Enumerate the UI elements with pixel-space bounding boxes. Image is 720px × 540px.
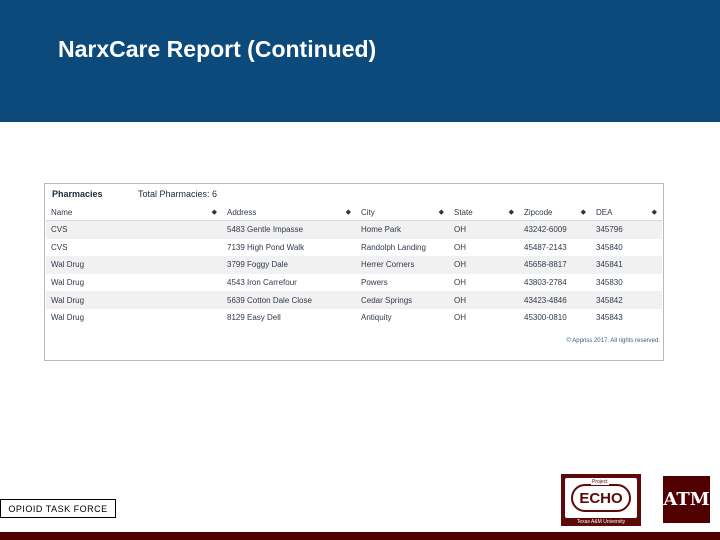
table-header-row: Name ◆ Address ◆ City ◆ State ◆ Zipcode ◆ DEA… — [46, 204, 662, 221]
column-header-state[interactable]: State ◆ — [449, 204, 519, 221]
echo-logo-background: ECHO Project — [565, 478, 637, 518]
cell-dea: 345840 — [591, 238, 662, 257]
echo-project-label: Project — [591, 479, 609, 485]
table-row: CVS 7139 High Pond Walk Randolph Landing… — [46, 238, 662, 257]
pharmacies-panel-header: Pharmacies Total Pharmacies: 6 — [46, 186, 663, 204]
cell-zipcode: 45300-0810 — [519, 308, 591, 327]
texas-am-logo: ATM — [663, 476, 710, 523]
atm-logo-text: ATM — [663, 489, 710, 510]
slide-title: NarxCare Report (Continued) — [58, 36, 377, 62]
cell-state: OH — [449, 238, 519, 257]
echo-logo-text: ECHO — [579, 489, 623, 507]
column-header-zipcode[interactable]: Zipcode ◆ — [519, 204, 591, 221]
cell-city: Cedar Springs — [356, 291, 449, 309]
column-header-dea[interactable]: DEA ◆ — [591, 204, 662, 221]
cell-zipcode: 43803-2784 — [519, 273, 591, 292]
column-header-city[interactable]: City ◆ — [356, 204, 449, 221]
cell-zipcode: 43242-6009 — [519, 220, 591, 239]
cell-dea: 345843 — [591, 308, 662, 327]
cell-city: Antiquity — [356, 308, 449, 327]
column-header-name[interactable]: Name ◆ — [46, 204, 222, 221]
cell-address: 8129 Easy Dell — [222, 308, 356, 327]
pharmacies-heading: Pharmacies — [52, 189, 103, 199]
cell-address: 5639 Cotton Dale Close — [222, 291, 356, 309]
cell-zipcode: 45487-2143 — [519, 238, 591, 257]
sort-icon[interactable]: ◆ — [580, 209, 586, 216]
echo-logo-oval: ECHO — [571, 484, 631, 512]
cell-name: CVS — [46, 220, 222, 239]
sort-icon[interactable]: ◆ — [508, 209, 514, 216]
cell-zipcode: 45658-8817 — [519, 256, 591, 274]
project-echo-logo: ECHO Project Texas A&M University — [561, 474, 641, 526]
table-row: Wal Drug 3799 Foggy Dale Herrer Corners … — [46, 256, 662, 274]
cell-state: OH — [449, 273, 519, 292]
cell-state: OH — [449, 308, 519, 327]
cell-dea: 345830 — [591, 273, 662, 292]
sort-icon[interactable]: ◆ — [438, 209, 444, 216]
pharmacies-panel: Pharmacies Total Pharmacies: 6 Name ◆ Add… — [44, 183, 664, 361]
copyright-notice: © Appriss 2017. All rights reserved. — [566, 338, 660, 344]
cell-state: OH — [449, 291, 519, 309]
cell-dea: 345796 — [591, 220, 662, 239]
cell-name: Wal Drug — [46, 273, 222, 292]
cell-address: 3799 Foggy Dale — [222, 256, 356, 274]
cell-city: Powers — [356, 273, 449, 292]
cell-address: 5483 Gentle Impasse — [222, 220, 356, 239]
table-row: Wal Drug 4543 Iron Carrefour Powers OH 4… — [46, 273, 662, 292]
cell-name: Wal Drug — [46, 256, 222, 274]
opioid-task-force-label: OPIOID TASK FORCE — [0, 499, 116, 518]
cell-dea: 345842 — [591, 291, 662, 309]
pharmacies-table: Name ◆ Address ◆ City ◆ State ◆ Zipcode ◆ DEA… — [46, 204, 662, 327]
echo-university-label: Texas A&M University — [576, 519, 626, 525]
cell-state: OH — [449, 220, 519, 239]
sort-icon[interactable]: ◆ — [211, 209, 217, 216]
cell-address: 7139 High Pond Walk — [222, 238, 356, 257]
total-pharmacies-label: Total Pharmacies: 6 — [138, 189, 218, 199]
footer-bar — [0, 532, 720, 540]
table-row: CVS 5483 Gentle Impasse Home Park OH 432… — [46, 220, 662, 239]
column-header-address[interactable]: Address ◆ — [222, 204, 356, 221]
cell-state: OH — [449, 256, 519, 274]
cell-name: CVS — [46, 238, 222, 257]
cell-name: Wal Drug — [46, 308, 222, 327]
sort-icon[interactable]: ◆ — [651, 209, 657, 216]
table-row: Wal Drug 5639 Cotton Dale Close Cedar Sp… — [46, 291, 662, 309]
cell-name: Wal Drug — [46, 291, 222, 309]
cell-city: Home Park — [356, 220, 449, 239]
table-row: Wal Drug 8129 Easy Dell Antiquity OH 453… — [46, 308, 662, 327]
cell-city: Randolph Landing — [356, 238, 449, 257]
cell-address: 4543 Iron Carrefour — [222, 273, 356, 292]
cell-dea: 345841 — [591, 256, 662, 274]
cell-zipcode: 43423-4846 — [519, 291, 591, 309]
cell-city: Herrer Corners — [356, 256, 449, 274]
sort-icon[interactable]: ◆ — [345, 209, 351, 216]
slide-header: NarxCare Report (Continued) — [0, 0, 720, 122]
